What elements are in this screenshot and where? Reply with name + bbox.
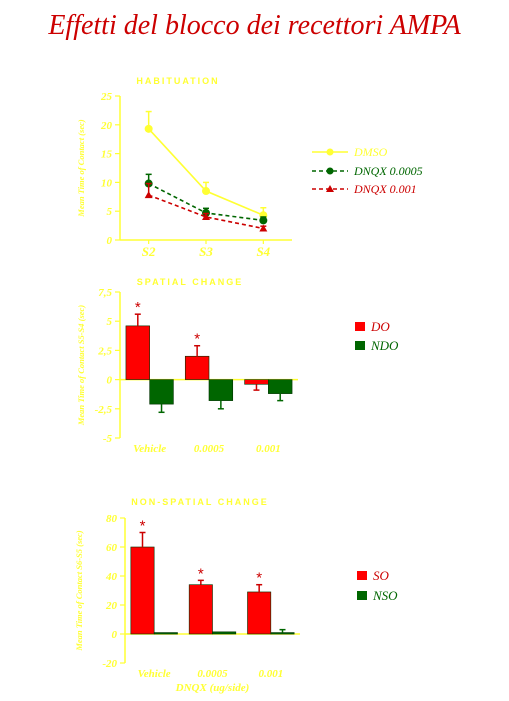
y-tick-label: 20 [100, 120, 113, 132]
y-tick-label: 5 [107, 206, 113, 218]
chart-panel-2: SPATIAL CHANGE Mean Time of Contact S5-S4… [76, 277, 399, 455]
bar [268, 379, 293, 394]
bar [247, 591, 272, 635]
bar [184, 355, 210, 380]
y-tick-label: -2,5 [95, 404, 113, 416]
bar [208, 379, 234, 401]
significance-asterisk: * [135, 299, 141, 316]
x-tick-label: S2 [142, 244, 156, 259]
bar [188, 584, 213, 635]
y-axis-label: Mean Time of Contact S5-S4 (sec) [76, 305, 86, 426]
significance-asterisk: * [194, 331, 200, 348]
legend-label: DMSO [353, 145, 388, 159]
y-tick-label: 40 [105, 571, 118, 583]
y-tick-label: 10 [101, 177, 113, 189]
y-axis-label: Mean Time of Contact S6-S5 (sec) [74, 530, 84, 651]
data-point [259, 216, 268, 225]
legend-label: DNQX 0.001 [353, 182, 417, 196]
y-tick-label: 20 [105, 600, 118, 612]
data-point [259, 224, 268, 232]
bar [270, 632, 295, 635]
y-tick-label: 60 [106, 542, 118, 554]
x-axis-label: DNQX (ug/side) [175, 682, 250, 694]
legend-swatch [357, 571, 367, 580]
x-tick-label: 0.0005 [194, 443, 225, 455]
chart-panel-1: HABITUATION Mean Time of Contact (sec) 0 5 1… [76, 76, 423, 259]
y-tick-label: 15 [101, 149, 113, 161]
chart-title: HABITUATION [136, 76, 219, 86]
bar [153, 632, 178, 635]
data-point [144, 124, 153, 133]
y-tick-label: 25 [100, 91, 113, 103]
bar [244, 379, 269, 385]
legend-swatch [355, 341, 365, 350]
legend-label: DO [370, 319, 390, 334]
data-point [202, 187, 210, 196]
chart-title: SPATIAL CHANGE [137, 277, 244, 287]
legend-label: SO [373, 568, 390, 583]
legend-label: NDO [370, 338, 399, 353]
data-point [202, 212, 210, 220]
y-axis-label: Mean Time of Contact (sec) [76, 119, 86, 218]
bar [125, 325, 150, 380]
legend-label: DNQX 0.0005 [353, 164, 423, 178]
slide-title: Effetti del blocco dei recettori AMPA [48, 10, 461, 41]
legend-marker [326, 185, 334, 192]
significance-asterisk: * [198, 565, 204, 582]
data-point [144, 191, 153, 199]
legend-marker [326, 167, 334, 175]
significance-asterisk: * [256, 570, 262, 587]
chart-title: NON-SPATIAL CHANGE [131, 497, 269, 507]
y-tick-label: 0 [112, 629, 118, 641]
x-tick-label: S3 [199, 244, 213, 259]
x-tick-label: S4 [256, 244, 270, 259]
y-tick-label: 0 [107, 375, 113, 387]
bar [130, 546, 155, 635]
y-tick-label: 80 [106, 513, 118, 525]
x-tick-label: 0.001 [256, 443, 281, 455]
significance-asterisk: * [140, 518, 146, 535]
chart-panel-3: NON-SPATIAL CHANGE Mean Time of Contact S… [74, 497, 398, 694]
bar [212, 631, 237, 635]
y-tick-label: -5 [103, 433, 113, 445]
legend-label: NSO [372, 588, 398, 603]
y-tick-label: 7,5 [98, 287, 112, 299]
series-line [148, 194, 264, 230]
legend-swatch [357, 591, 367, 600]
x-tick-label: Vehicle [138, 668, 171, 680]
bar [149, 379, 174, 405]
y-tick-label: 5 [107, 316, 113, 328]
y-tick-label: 2,5 [97, 345, 112, 357]
series-line [148, 128, 264, 216]
legend-marker [326, 148, 334, 156]
legend-swatch [355, 322, 365, 331]
y-tick-label: 0 [107, 235, 113, 247]
x-tick-label: Vehicle [133, 443, 166, 455]
x-tick-label: 0.0005 [197, 668, 228, 680]
x-tick-label: 0.001 [258, 668, 283, 680]
y-tick-label: -20 [102, 658, 117, 670]
